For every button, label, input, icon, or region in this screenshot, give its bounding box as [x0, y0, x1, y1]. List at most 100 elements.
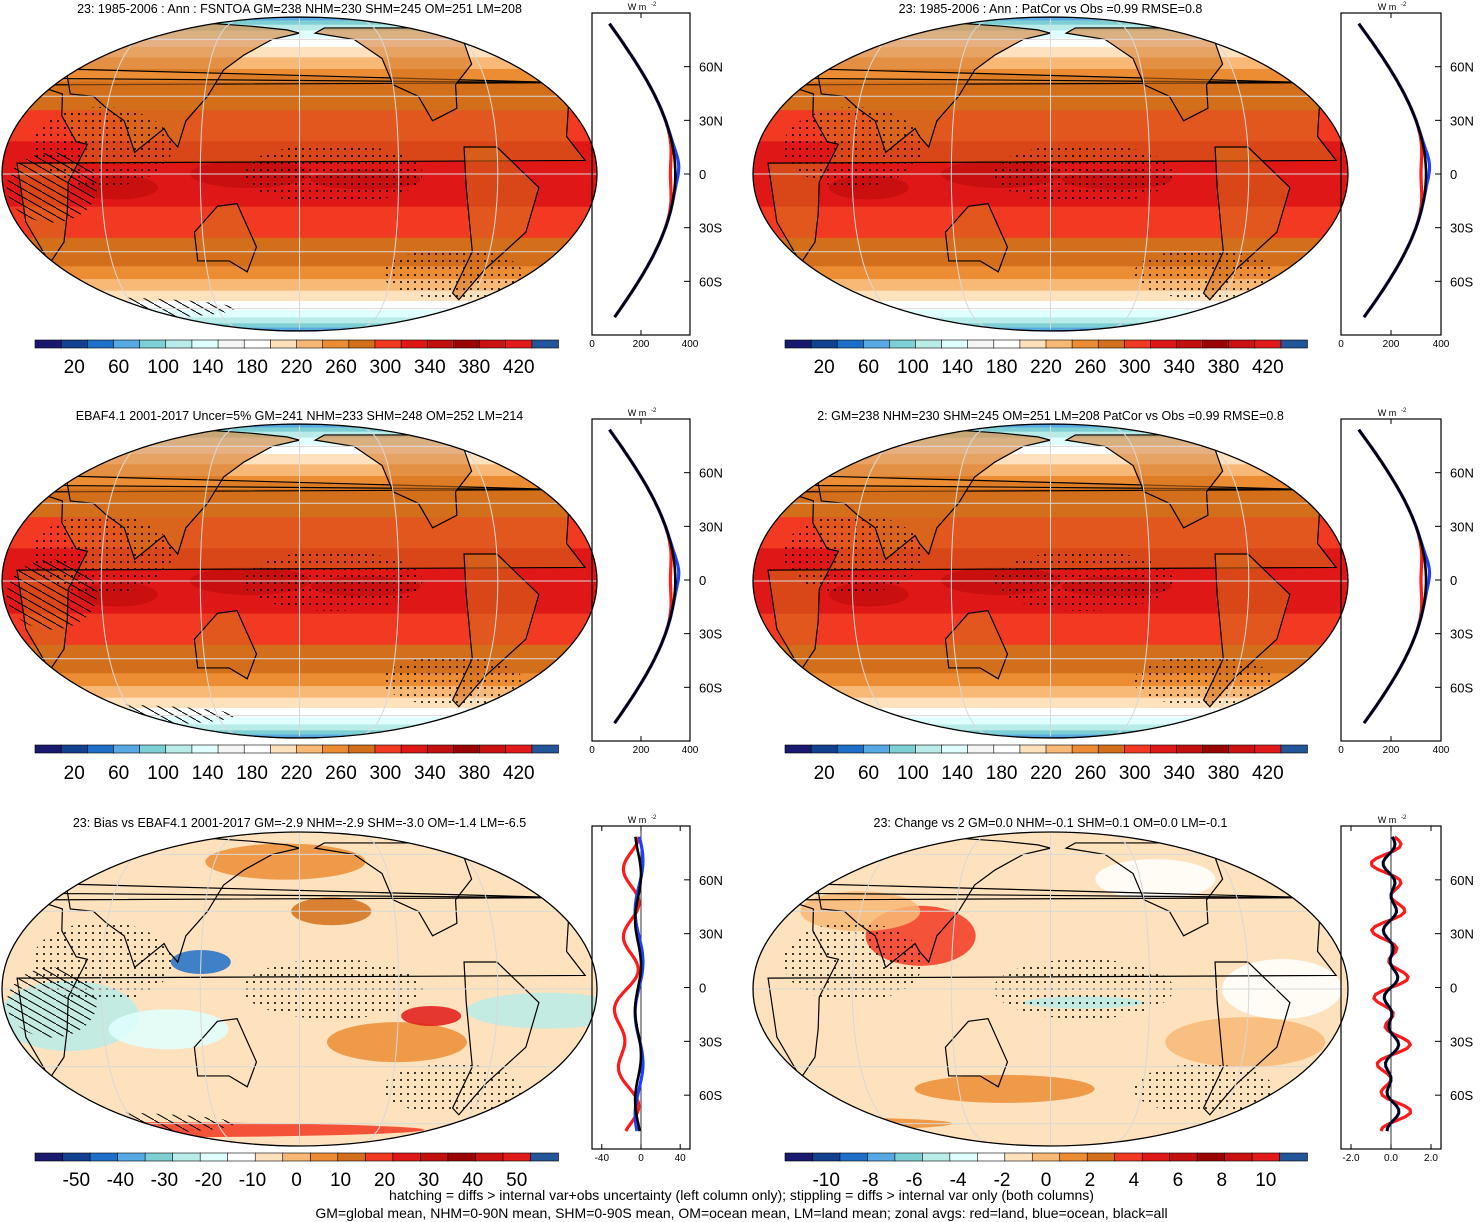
colorbar-label: 100 [897, 357, 929, 378]
zonal-panel-1: W m -2 60N 30N 0 30S 60S 0 200 400 [589, 2, 723, 350]
graticule-lon [1102, 833, 1151, 1145]
colorbar-swatch [139, 744, 167, 754]
colorbar-swatch [531, 744, 559, 754]
zonal-curve-all [1381, 836, 1401, 1132]
graticule-lon [1102, 18, 1151, 330]
colorbar-swatch [1004, 1152, 1034, 1162]
x-tick-label: -40 [595, 1153, 610, 1164]
map-border [1, 831, 598, 1147]
colorbar-swatch [113, 339, 141, 349]
continent-outline [944, 203, 1009, 273]
colorbar-swatch [977, 1152, 1006, 1162]
x-tick-label: 0 [638, 1153, 644, 1164]
lat-label: 30N [699, 519, 723, 534]
panel-title: 23: Change vs 2 GM=0.0 NHM=-0.1 SHM=0.1 … [874, 816, 1228, 830]
map-panel-6 [752, 831, 1349, 1147]
colorbar-swatch [420, 1152, 449, 1162]
colorbar-label: 260 [325, 357, 357, 378]
colorbar-swatch [1086, 1152, 1116, 1162]
zonal-units: W m [628, 408, 647, 418]
x-tick-label: 200 [1383, 339, 1400, 350]
x-tick-label: 0 [589, 339, 595, 350]
colorbar-label: 20 [64, 763, 85, 784]
lat-label: 60S [1450, 274, 1473, 289]
lat-label: 0 [1450, 981, 1457, 996]
colorbar-swatch [505, 339, 533, 349]
colorbar-label: 340 [414, 357, 446, 378]
colorbar-label: -4 [950, 1170, 967, 1191]
continent-outline [944, 610, 1009, 680]
zonal-band [2, 424, 597, 426]
colorbar-label: 180 [986, 357, 1018, 378]
map-border [752, 423, 1349, 739]
colorbar-swatch [282, 1152, 312, 1162]
hatch-region [6, 559, 97, 630]
colorbar-swatch [1280, 744, 1308, 754]
colorbar-swatch [199, 1152, 229, 1162]
colorbar-swatch [34, 1152, 64, 1162]
graticule-lon [351, 833, 400, 1145]
colorbar-swatch [475, 1152, 504, 1162]
colorbar-swatch [309, 1152, 339, 1162]
stipple-region [1133, 248, 1274, 299]
lat-label: 0 [699, 573, 706, 588]
colorbar-swatch [426, 339, 455, 349]
colorbar-swatch [889, 339, 917, 349]
map-border [752, 16, 1349, 332]
colorbar-label: 60 [858, 763, 879, 784]
colorbar-swatch [165, 339, 193, 349]
colorbar-label: -10 [812, 1170, 839, 1191]
colorbar-swatch [62, 1152, 91, 1162]
colorbar-6: -10 -8 -6 -4 -2 0 2 4 6 8 10 [784, 1152, 1308, 1191]
zonal-units-exponent: -2 [1401, 815, 1407, 821]
graticule-lon [199, 18, 248, 330]
colorbar-swatch [889, 744, 917, 754]
x-tick-label: 0 [1338, 339, 1344, 350]
footer-note-legend: GM=global mean, NHM=0-90N mean, SHM=0-90… [315, 1205, 1168, 1221]
colorbar-swatch [191, 744, 219, 754]
colorbar-swatch [400, 744, 429, 754]
lat-label: 60S [1450, 680, 1473, 695]
colorbar-label: 140 [192, 763, 224, 784]
colorbar-label: 380 [458, 763, 490, 784]
lat-label: 0 [699, 167, 706, 182]
colorbar-swatch [1124, 339, 1152, 349]
lat-label: 0 [1450, 573, 1457, 588]
colorbar-swatch [1114, 1152, 1143, 1162]
hatch-region [6, 967, 97, 1038]
colorbar-label: -20 [195, 1170, 222, 1191]
colorbar-swatch [243, 744, 272, 754]
zonal-units-exponent: -2 [651, 408, 657, 414]
colorbar-swatch [1202, 339, 1230, 349]
colorbar-swatch [530, 1152, 559, 1162]
graticule-lon [950, 18, 999, 330]
colorbar-swatch [296, 339, 324, 349]
footer-note-hatching: hatching = diffs > internal var+obs unce… [389, 1187, 1094, 1203]
panel-title: 23: 1985-2006 : Ann : FSNTOA GM=238 NHM=… [77, 2, 522, 16]
lat-label: 60N [1450, 466, 1474, 481]
colorbar-label: 300 [1119, 357, 1151, 378]
colorbar-swatch [365, 1152, 394, 1162]
colorbar-swatch [1031, 1152, 1061, 1162]
colorbar-swatch [479, 744, 507, 754]
lat-label: 30S [699, 221, 722, 236]
zonal-units-exponent: -2 [1401, 408, 1407, 414]
panel-title: 2: GM=238 NHM=230 SHM=245 OM=251 LM=208 … [817, 409, 1284, 423]
zonal-units: W m [1378, 408, 1397, 418]
colorbar-swatch [1097, 744, 1126, 754]
colorbar-swatch [784, 1152, 814, 1162]
colorbar-swatch [1176, 744, 1204, 754]
colorbar-3: 20 60 100 140 180 220 260 300 340 380 420 [34, 744, 559, 784]
lat-label: 30S [1450, 627, 1473, 642]
x-tick-label: 400 [1433, 745, 1450, 756]
stipple-region [1133, 655, 1274, 706]
map-panel-5 [1, 831, 598, 1147]
lat-label: 30N [1450, 519, 1474, 534]
x-tick-label: 400 [1433, 339, 1450, 350]
zonal-band [753, 424, 1348, 426]
colorbar-swatch [941, 744, 969, 754]
colorbar-swatch [243, 339, 272, 349]
colorbar-label: 60 [858, 357, 879, 378]
colorbar-swatch [836, 339, 865, 349]
colorbar-5: -50 -40 -30 -20 -10 0 10 20 30 40 50 [34, 1152, 559, 1191]
